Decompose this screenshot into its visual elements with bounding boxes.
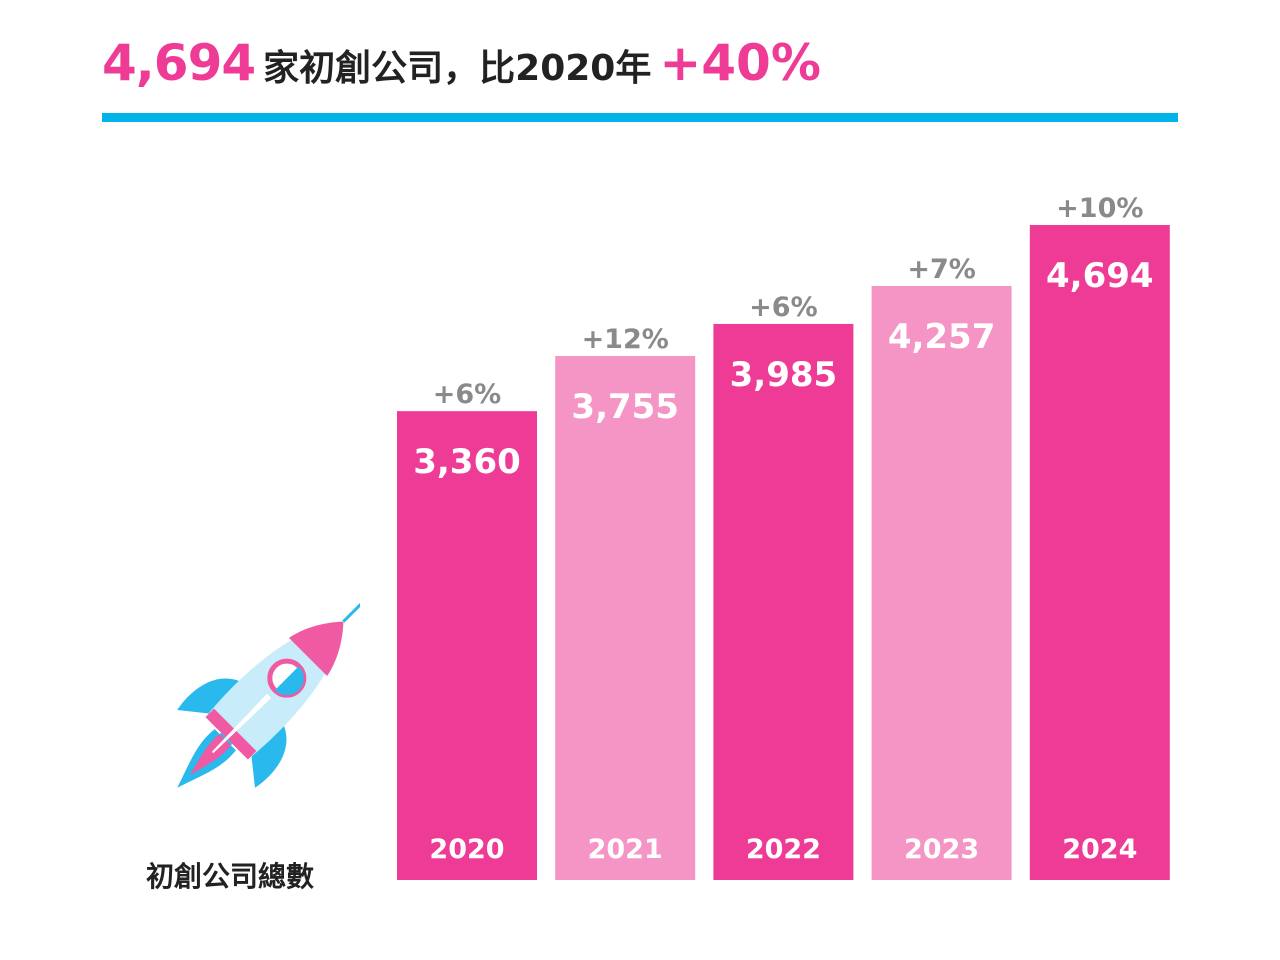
growth-label: +10%: [1056, 193, 1143, 224]
bar-2020: [397, 411, 537, 880]
headline-growth: +40%: [659, 34, 821, 92]
value-label: 4,694: [1046, 256, 1154, 296]
year-label: 2024: [1062, 834, 1137, 865]
headline-count: 4,694: [102, 34, 256, 92]
growth-label: +6%: [433, 379, 501, 410]
bar-2023: [871, 285, 1012, 880]
headline: 4,694 家初創公司，比2020年 +40%: [102, 34, 821, 92]
bar-2022: [713, 323, 854, 880]
rocket-icon: [177, 602, 360, 788]
year-label: 2020: [429, 834, 504, 865]
chart-caption: 初創公司總數: [146, 860, 315, 893]
headline-text: 家初創公司，比2020年: [263, 48, 652, 89]
value-label: 4,257: [888, 317, 996, 357]
growth-label: +12%: [582, 324, 669, 355]
growth-label: +6%: [749, 292, 817, 323]
divider-rule: [102, 113, 1178, 122]
bar-2021: [555, 356, 696, 880]
year-label: 2022: [746, 834, 821, 865]
year-label: 2023: [904, 834, 979, 865]
value-label: 3,360: [413, 442, 521, 482]
value-label: 3,985: [730, 355, 838, 395]
value-label: 3,755: [571, 387, 679, 427]
year-label: 2021: [588, 834, 663, 865]
bar-2024: [1029, 224, 1170, 880]
growth-label: +7%: [907, 254, 975, 285]
